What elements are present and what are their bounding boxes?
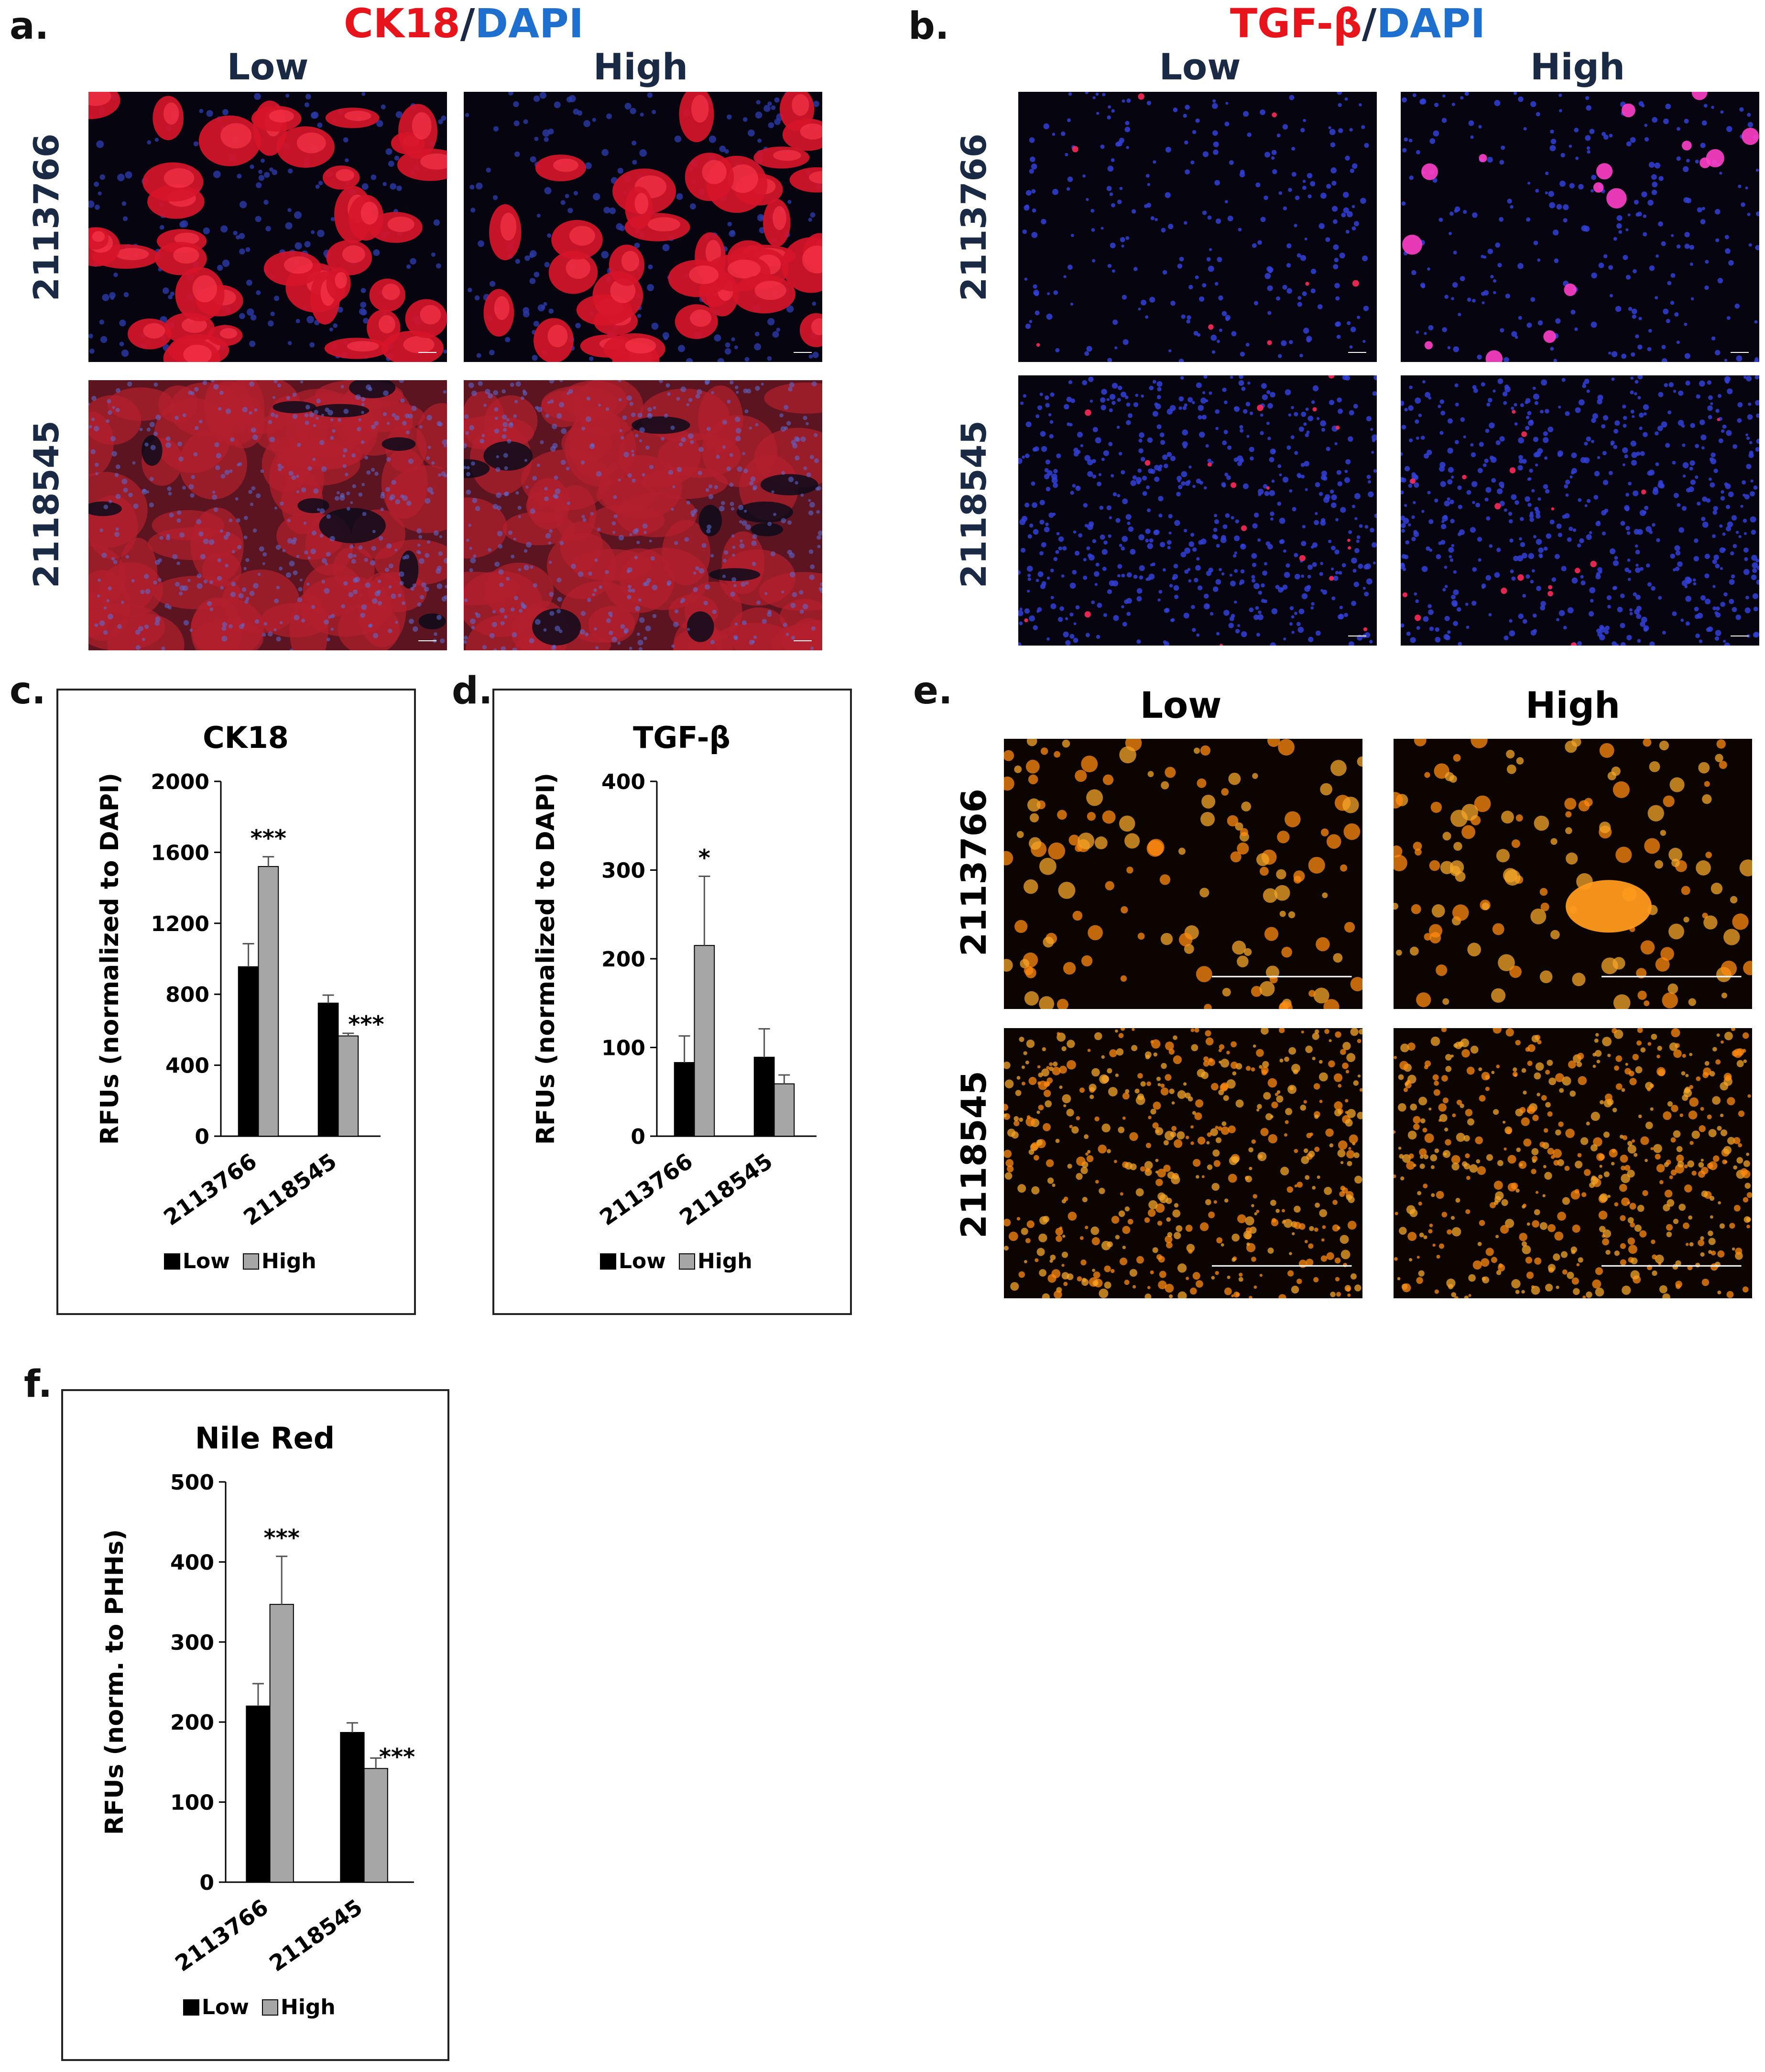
panel-label-b: b. (908, 5, 949, 48)
chart-f-ylabel: RFUs (norm. to PHHs) (100, 1529, 129, 1835)
panel-a-sep: / (460, 0, 475, 47)
micrograph-b-2118545-high (1401, 375, 1759, 646)
panel-b-col-high: High (1530, 45, 1625, 88)
panel-label-d: d. (452, 669, 493, 713)
panel-b-stain: TGF-β (1230, 0, 1362, 47)
chart-d-legend-swatch-high (679, 1253, 695, 1270)
panel-b-counterstain: DAPI (1376, 0, 1486, 47)
chart-d-frame: TGF-β RFUs (normalized to DAPI) 0 100 200 300… (492, 689, 852, 1315)
chart-d-bar-low-2118545 (753, 1056, 775, 1137)
panel-a-counterstain: DAPI (475, 0, 584, 47)
chart-c-significance: *** (251, 825, 286, 852)
chart-c-ytick-label: 1600 (151, 841, 209, 865)
panel-e-col-low: Low (1140, 684, 1222, 726)
panel-a-col-high: High (593, 45, 688, 88)
chart-f-title: Nile Red (195, 1421, 335, 1456)
chart-c-bar-low-2113766 (238, 966, 259, 1137)
panel-a-row-1: 2113766 (26, 133, 66, 301)
chart-c-ytick-label: 0 (195, 1125, 209, 1149)
chart-c-legend-swatch-high (243, 1253, 259, 1270)
micrograph-b-2118545-low (1018, 375, 1377, 646)
micrograph-a-2118545-low (88, 380, 447, 650)
chart-c-title: CK18 (203, 720, 289, 755)
panel-b-title: TGF-β/DAPI (1195, 0, 1520, 47)
panel-label-a: a. (10, 5, 49, 48)
chart-f-legend-label-low: Low (202, 1995, 249, 2019)
chart-f-bar-low-2118545 (340, 1732, 365, 1883)
chart-f-ytick-label: 100 (170, 1791, 214, 1815)
chart-d-ytick-label: 400 (601, 770, 645, 794)
micrograph-b-2113766-high (1401, 92, 1759, 362)
chart-f-bar-high-2113766 (269, 1604, 294, 1883)
chart-c-ytick-label: 1200 (151, 912, 209, 936)
panel-b-row-2: 2118545 (954, 420, 994, 588)
panel-a-title: CK18/DAPI (316, 0, 612, 47)
chart-c-ytick-label: 800 (165, 983, 209, 1007)
micrograph-a-2118545-high (464, 380, 822, 650)
chart-f-bar-low-2113766 (246, 1705, 271, 1883)
chart-c-ytick-label: 400 (165, 1054, 209, 1078)
panel-b-row-1: 2113766 (954, 133, 994, 301)
chart-d-bar-high-2118545 (774, 1083, 795, 1137)
panel-e-row-2: 2118545 (954, 1071, 994, 1239)
chart-c-ytick-label: 2000 (151, 770, 209, 794)
panel-a-row-2: 2118545 (26, 420, 66, 588)
chart-d-legend-swatch-low (600, 1253, 616, 1270)
chart-d-title: TGF-β (633, 720, 730, 755)
chart-f-ytick-label: 400 (170, 1550, 214, 1575)
chart-f-category-label: 2118545 (264, 1894, 367, 1977)
chart-f-ytick-label: 300 (170, 1631, 214, 1655)
chart-d-ytick-label: 300 (601, 859, 645, 883)
chart-c-legend-label-low: Low (183, 1249, 230, 1273)
chart-f-frame: Nile Red RFUs (norm. to PHHs) 0 100 200 300 40… (61, 1389, 449, 2061)
chart-f-legend-swatch-high (262, 1999, 278, 2016)
chart-c-ylabel: RFUs (normalized to DAPI) (96, 773, 124, 1145)
micrograph-e-2118545-high (1394, 1028, 1752, 1298)
chart-f: Nile Red RFUs (norm. to PHHs) 0 100 200 300 40… (100, 1421, 415, 2019)
chart-c-significance: *** (348, 1011, 384, 1038)
chart-c-frame: CK18 RFUs (normalized to DAPI) 0 400 800 1200… (56, 689, 416, 1315)
panel-b-col-low: Low (1159, 45, 1241, 88)
chart-d-ytick-label: 0 (631, 1125, 645, 1149)
chart-d-bar-high-2113766 (694, 945, 715, 1137)
chart-c-bar-low-2118545 (317, 1002, 339, 1137)
chart-f-ytick-label: 200 (170, 1710, 214, 1735)
chart-d-ylabel: RFUs (normalized to DAPI) (532, 773, 560, 1145)
chart-d-ytick-label: 200 (601, 947, 645, 972)
chart-c-legend-label-high: High (261, 1249, 316, 1273)
panel-b-sep: / (1362, 0, 1377, 47)
micrograph-e-2118545-low (1004, 1028, 1362, 1298)
panel-label-f: f. (24, 1363, 53, 1406)
panel-label-c: c. (10, 669, 46, 713)
micrograph-a-2113766-high (464, 92, 822, 362)
chart-f-ytick-label: 500 (170, 1470, 214, 1495)
panel-e-col-high: High (1525, 684, 1621, 726)
chart-d-legend-label-low: Low (619, 1249, 666, 1273)
micrograph-e-2113766-low (1004, 739, 1362, 1009)
chart-f-legend-label-high: High (281, 1995, 336, 2019)
chart-c: CK18 RFUs (normalized to DAPI) 0 400 800 1200… (96, 720, 384, 1273)
chart-f-category-label: 2113766 (170, 1894, 273, 1977)
panel-a-col-low: Low (227, 45, 309, 88)
chart-d-significance: * (698, 844, 710, 871)
chart-d-ytick-label: 100 (601, 1036, 645, 1061)
chart-f-ytick-label: 0 (199, 1871, 214, 1895)
chart-d-bar-low-2113766 (674, 1062, 695, 1137)
micrograph-b-2113766-low (1018, 92, 1377, 362)
panel-label-e: e. (913, 669, 953, 713)
micrograph-a-2113766-low (88, 92, 447, 362)
chart-f-legend-swatch-low (183, 1999, 199, 2016)
chart-f-significance: *** (264, 1525, 300, 1552)
panel-e-row-1: 2113766 (954, 789, 994, 956)
chart-c-bar-high-2118545 (338, 1035, 359, 1137)
chart-f-significance: *** (379, 1743, 415, 1770)
chart-f-bar-high-2118545 (363, 1768, 388, 1883)
chart-c-legend-swatch-low (164, 1253, 180, 1270)
chart-d-legend-label-high: High (697, 1249, 752, 1273)
chart-c-bar-high-2113766 (258, 866, 279, 1137)
micrograph-e-2113766-high (1394, 739, 1752, 1009)
panel-a-stain: CK18 (344, 0, 460, 47)
chart-d: TGF-β RFUs (normalized to DAPI) 0 100 200 300… (532, 720, 817, 1273)
